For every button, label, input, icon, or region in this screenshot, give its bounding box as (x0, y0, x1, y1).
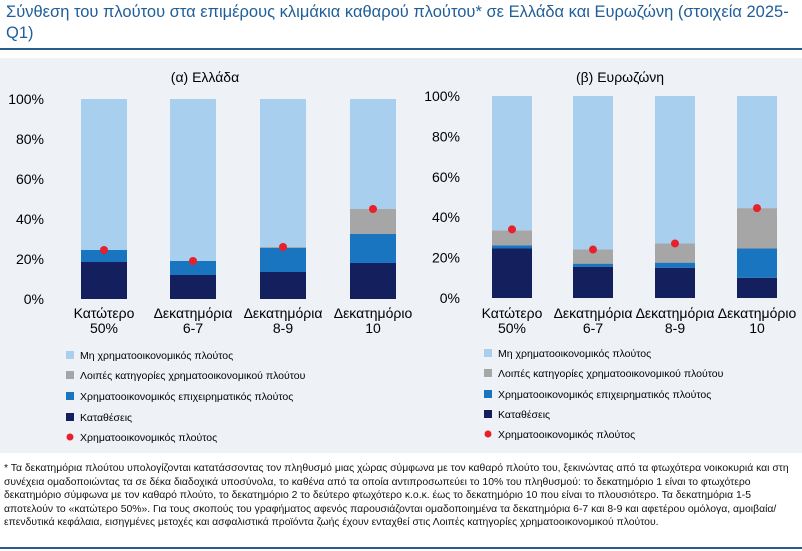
eurozone-legend-swatch (484, 369, 492, 377)
eurozone-x-tick-label: Δεκατημόριο (718, 305, 797, 321)
greece-financial-wealth-marker (189, 257, 197, 265)
eurozone-legend-label: Χρηματοοικονομικός πλούτος (498, 429, 635, 441)
greece-y-tick-label: 0% (24, 291, 44, 307)
eurozone-bar-segment-other_financial (655, 243, 695, 263)
eurozone-bar-segment-deposits (573, 266, 613, 298)
greece-legend-swatch (66, 371, 74, 379)
eurozone-financial-wealth-marker (508, 225, 516, 234)
greece-y-tick-label: 20% (16, 251, 44, 267)
eurozone-x-tick-label: Κατώτερο (482, 305, 543, 321)
greece-y-tick-label: 60% (16, 171, 44, 187)
greece-legend-label: Λοιπές κατηγορίες χρηματοοικονομικού πλο… (80, 370, 306, 382)
eurozone-legend-label: Καταθέσεις (498, 409, 550, 421)
eurozone-bar-segment-business_financial (573, 263, 613, 267)
greece-bar-segment-non_financial (81, 99, 127, 250)
eurozone-bar-segment-non_financial (655, 96, 695, 244)
eurozone-bar-segment-business_financial (655, 262, 695, 268)
eurozone-bar-segment-business_financial (737, 248, 777, 278)
eurozone-y-tick-label: 0% (440, 290, 460, 306)
greece-x-tick-label: 6-7 (183, 320, 203, 336)
eurozone-y-tick-label: 60% (432, 169, 460, 185)
greece-bar-segment-deposits (350, 263, 396, 299)
eurozone-financial-wealth-marker (671, 239, 679, 248)
greece-x-tick-label: 8-9 (273, 320, 293, 336)
eurozone-legend-swatch (484, 410, 492, 418)
eurozone-financial-wealth-marker (589, 245, 597, 254)
greece-y-tick-label: 80% (16, 131, 44, 147)
title-divider (0, 48, 802, 50)
chart-title: Σύνθεση του πλούτου στα επιμέρους κλιμάκ… (6, 3, 789, 42)
greece-x-tick-label: Δεκατημόρια (154, 305, 233, 321)
eurozone-legend-marker (484, 430, 492, 438)
eurozone-x-tick-label: Δεκατημόρια (554, 305, 633, 321)
eurozone-y-tick-label: 80% (432, 128, 460, 144)
greece-legend-swatch (66, 413, 74, 421)
greece-legend-swatch (66, 392, 74, 400)
greece-bar-segment-non_financial (260, 99, 306, 247)
greece-financial-wealth-marker (369, 205, 377, 213)
greece-bar-segment-other_financial (350, 209, 396, 234)
greece-legend-label: Χρηματοοικονομικός πλούτος (80, 432, 217, 444)
greece-bar-segment-non_financial (350, 99, 396, 209)
greece-x-tick-label: 50% (90, 320, 118, 336)
greece-x-tick-label: 10 (365, 320, 381, 336)
eurozone-bar-segment-deposits (737, 277, 777, 298)
eurozone-financial-wealth-marker (753, 204, 761, 213)
eurozone-legend-swatch (484, 390, 492, 398)
eurozone-legend-label: Μη χρηματοοικονομικός πλούτος (498, 348, 651, 360)
eurozone-legend-label: Λοιπές κατηγορίες χρηματοοικονομικού πλο… (498, 368, 724, 380)
eurozone-bar-segment-business_financial (492, 245, 532, 249)
greece-bar-segment-business_financial (350, 234, 396, 263)
eurozone-x-tick-label: 10 (749, 320, 765, 336)
eurozone-bar-segment-deposits (492, 248, 532, 298)
eurozone-x-tick-label: 6-7 (583, 320, 603, 336)
eurozone-panel-title: (β) Ευρωζώνη (576, 69, 664, 85)
greece-y-tick-label: 100% (8, 91, 44, 107)
eurozone-bar-segment-other_financial (737, 208, 777, 249)
eurozone-bar-segment-non_financial (573, 96, 613, 250)
eurozone-y-tick-label: 100% (424, 88, 460, 104)
footnote: * Τα δεκατημόρια πλούτου υπολογίζονται κ… (4, 463, 789, 529)
greece-legend-label: Μη χρηματοοικονομικός πλούτος (80, 350, 233, 362)
greece-x-tick-label: Δεκατημόρια (244, 305, 323, 321)
greece-bar-segment-deposits (260, 272, 306, 299)
eurozone-bar-segment-other_financial (573, 249, 613, 264)
eurozone-legend-label: Χρηματοοικονομικός επιχειρηματικός πλούτ… (498, 389, 711, 401)
eurozone-x-tick-label: Δεκατημόρια (636, 305, 715, 321)
eurozone-x-tick-label: 8-9 (665, 320, 685, 336)
bottom-divider (0, 547, 802, 549)
eurozone-x-tick-label: 50% (498, 320, 526, 336)
greece-bar-segment-business_financial (260, 248, 306, 272)
greece-x-tick-label: Δεκατημόριο (334, 305, 413, 321)
greece-financial-wealth-marker (279, 243, 287, 251)
greece-financial-wealth-marker (100, 246, 108, 254)
greece-legend-label: Χρηματοοικονομικός επιχειρηματικός πλούτ… (80, 391, 293, 403)
eurozone-bar-segment-other_financial (492, 230, 532, 246)
greece-bar-segment-business_financial (170, 261, 216, 275)
eurozone-bar-segment-non_financial (492, 96, 532, 231)
eurozone-bar-segment-deposits (655, 267, 695, 298)
greece-bar-segment-deposits (81, 262, 127, 299)
eurozone-legend-swatch (484, 349, 492, 357)
greece-x-tick-label: Κατώτερο (74, 305, 135, 321)
greece-legend-marker (66, 433, 74, 441)
greece-bar-segment-non_financial (170, 99, 216, 261)
greece-legend-label: Καταθέσεις (80, 412, 132, 424)
greece-panel-title: (α) Ελλάδα (171, 69, 239, 85)
eurozone-bar-segment-non_financial (737, 96, 777, 209)
greece-bar-segment-deposits (170, 275, 216, 299)
greece-y-tick-label: 40% (16, 211, 44, 227)
eurozone-y-tick-label: 20% (432, 250, 460, 266)
greece-legend-swatch (66, 351, 74, 359)
greece-bar-segment-business_financial (81, 250, 127, 262)
eurozone-y-tick-label: 40% (432, 209, 460, 225)
